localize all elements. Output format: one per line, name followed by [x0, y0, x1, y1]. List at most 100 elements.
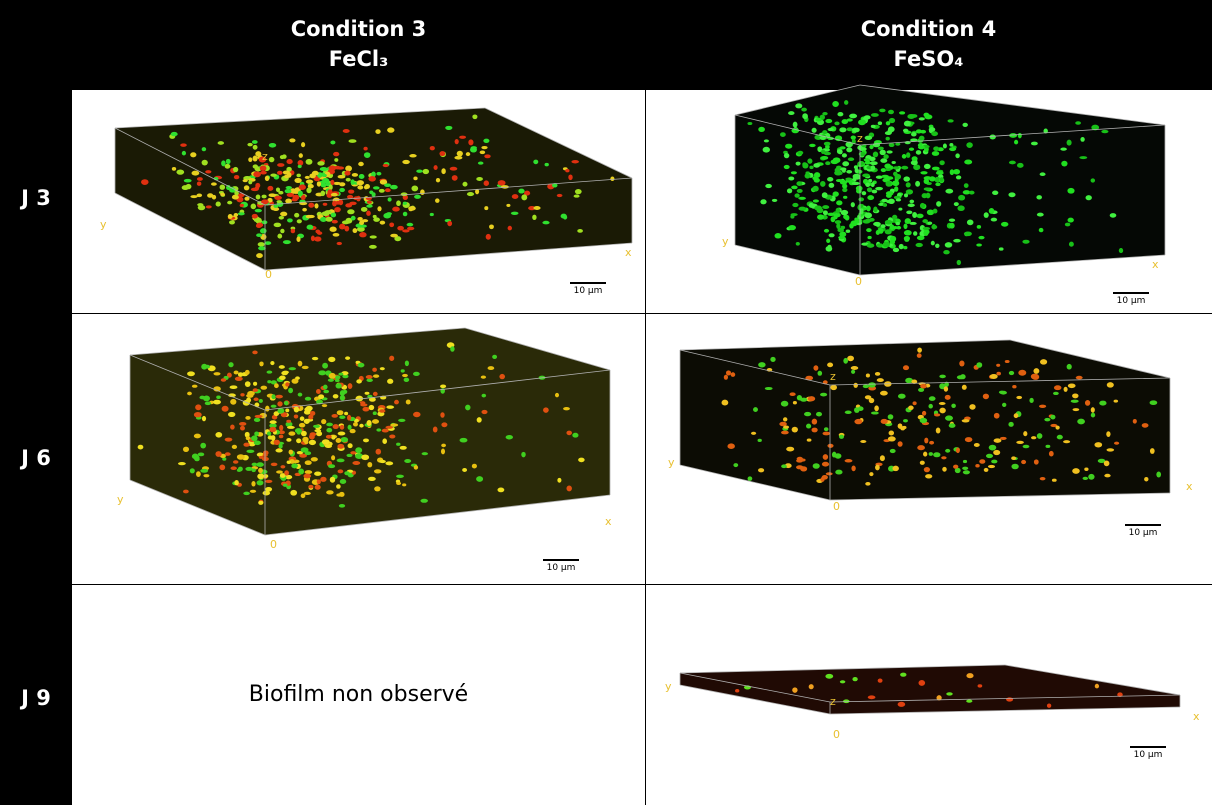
cell-dot [556, 193, 563, 198]
cell-dot [928, 403, 933, 409]
axis-label: z [830, 695, 836, 708]
cell-border [72, 313, 1212, 314]
cell-dot [511, 194, 519, 200]
cell-dot [939, 374, 946, 379]
cell-dot [880, 224, 886, 228]
cell-dot [329, 476, 336, 483]
cell-dot [542, 220, 550, 225]
cell-dot [231, 444, 238, 450]
cell-dot [725, 370, 732, 376]
cell-dot [844, 100, 849, 105]
cell-dot [800, 458, 806, 462]
cell-dot [955, 153, 960, 159]
cell-dot [903, 223, 908, 230]
cell-dot [854, 167, 859, 174]
cell-dot [1077, 418, 1085, 425]
cell-dot [973, 443, 980, 447]
cell-dot [420, 498, 428, 503]
cell-dot [911, 379, 918, 384]
cell-dot [557, 477, 562, 483]
cell-dot [481, 393, 487, 398]
cell-dot [1084, 467, 1089, 471]
cell-dot [863, 158, 871, 162]
cell-dot [328, 372, 336, 379]
axis-label: 0 [855, 275, 862, 288]
cell-dot [760, 199, 767, 205]
cell-dot [1066, 363, 1072, 370]
cell-dot [440, 384, 447, 389]
cell-dot [903, 193, 909, 198]
cell-dot [850, 135, 856, 140]
cell-dot [196, 181, 202, 186]
cell-dot [286, 425, 295, 429]
cell-dot [243, 442, 250, 447]
cell-dot [1004, 359, 1010, 364]
cell-dot [233, 174, 240, 180]
cell-dot [962, 470, 970, 475]
cell-dot [817, 214, 825, 220]
cell-dot [963, 183, 969, 188]
cell-dot [250, 203, 257, 210]
cell-dot [1080, 137, 1085, 142]
cell-dot [199, 395, 206, 400]
cell-dot [554, 392, 560, 398]
cell-dot [334, 165, 341, 170]
cell-dot [804, 411, 812, 417]
cell-dot [350, 179, 355, 185]
cell-dot [316, 431, 323, 437]
cell-dot [1072, 393, 1079, 399]
cell-dot [465, 404, 471, 411]
cell-dot [1033, 368, 1040, 374]
cell-dot [875, 464, 880, 471]
cell-dot [908, 147, 915, 151]
cell-dot [342, 374, 349, 379]
cell-dot [854, 407, 860, 413]
cell-dot [846, 127, 854, 132]
cell-dot [815, 117, 822, 122]
cell-dot [812, 199, 819, 203]
cell-dot [279, 473, 286, 478]
cell-dot [356, 226, 365, 232]
cell-dot [1085, 195, 1092, 201]
cell-dot [1099, 400, 1107, 406]
cell-dot [280, 412, 288, 418]
cell-dot [274, 195, 282, 200]
cell-dot [979, 459, 986, 464]
cell-dot [256, 222, 264, 228]
cell-dot [931, 151, 940, 156]
cell-dot [326, 422, 333, 427]
cell-dot [183, 489, 189, 494]
cell-dot [1030, 141, 1038, 146]
cell-dot [377, 206, 382, 212]
cell-dot [253, 171, 261, 178]
cell-dot [284, 188, 292, 194]
cell-dot [828, 182, 835, 188]
cell-dot [794, 193, 800, 198]
cell-dot [962, 122, 968, 128]
cell-dot [1090, 178, 1096, 183]
cell-dot [392, 206, 400, 212]
cell-dot [333, 151, 340, 157]
column-title: Condition 4 [860, 17, 997, 41]
cell-dot [880, 390, 888, 396]
cell-dot [802, 162, 807, 167]
cell-dot [907, 114, 916, 119]
cell-dot [898, 243, 904, 250]
cell-dot [840, 209, 849, 216]
cell-dot [809, 165, 814, 170]
cell-dot [270, 361, 275, 366]
cell-dot [822, 454, 829, 460]
cell-dot [955, 175, 962, 180]
cell-dot [923, 187, 931, 191]
cell-dot [868, 382, 876, 388]
cell-dot [903, 120, 911, 127]
cell-dot [822, 112, 828, 116]
scale-label: 10 µm [547, 563, 576, 573]
cell-dot [892, 166, 900, 170]
cell-dot [806, 423, 812, 429]
axis-label: z [830, 370, 836, 383]
cell-dot [406, 222, 414, 227]
cell-dot [915, 150, 922, 155]
volume-edge [464, 327, 611, 371]
cell-dot [953, 238, 961, 243]
